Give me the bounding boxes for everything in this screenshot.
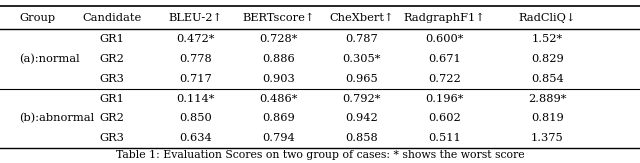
Text: (b):abnormal: (b):abnormal bbox=[19, 113, 94, 123]
Text: RadCliQ↓: RadCliQ↓ bbox=[518, 13, 576, 22]
Text: 0.671: 0.671 bbox=[428, 54, 461, 64]
Text: 0.858: 0.858 bbox=[345, 133, 378, 143]
Text: 0.903: 0.903 bbox=[262, 74, 295, 84]
Text: 0.854: 0.854 bbox=[531, 74, 564, 84]
Text: 0.787: 0.787 bbox=[345, 34, 378, 44]
Text: 1.375: 1.375 bbox=[531, 133, 564, 143]
Text: 0.511: 0.511 bbox=[428, 133, 461, 143]
Text: 0.886: 0.886 bbox=[262, 54, 295, 64]
Text: GR2: GR2 bbox=[100, 54, 124, 64]
Text: GR1: GR1 bbox=[100, 34, 124, 44]
Text: GR3: GR3 bbox=[100, 133, 124, 143]
Text: Group: Group bbox=[19, 13, 55, 22]
Text: 0.850: 0.850 bbox=[179, 113, 212, 123]
Text: 0.728*: 0.728* bbox=[259, 34, 298, 44]
Text: GR3: GR3 bbox=[100, 74, 124, 84]
Text: 1.52*: 1.52* bbox=[532, 34, 563, 44]
Text: 0.794: 0.794 bbox=[262, 133, 295, 143]
Text: BERTscore↑: BERTscore↑ bbox=[242, 13, 315, 22]
Text: Candidate: Candidate bbox=[83, 13, 141, 22]
Text: 0.305*: 0.305* bbox=[342, 54, 381, 64]
Text: 0.114*: 0.114* bbox=[176, 94, 214, 104]
Text: 0.600*: 0.600* bbox=[426, 34, 464, 44]
Text: CheXbert↑: CheXbert↑ bbox=[330, 13, 394, 22]
Text: GR2: GR2 bbox=[100, 113, 124, 123]
Text: 0.602: 0.602 bbox=[428, 113, 461, 123]
Text: 0.634: 0.634 bbox=[179, 133, 212, 143]
Text: 0.472*: 0.472* bbox=[176, 34, 214, 44]
Text: 0.486*: 0.486* bbox=[259, 94, 298, 104]
Text: 0.869: 0.869 bbox=[262, 113, 295, 123]
Text: 0.829: 0.829 bbox=[531, 54, 564, 64]
Text: 0.196*: 0.196* bbox=[426, 94, 464, 104]
Text: (a):normal: (a):normal bbox=[19, 54, 80, 64]
Text: 0.819: 0.819 bbox=[531, 113, 564, 123]
Text: 0.778: 0.778 bbox=[179, 54, 212, 64]
Text: GR1: GR1 bbox=[100, 94, 124, 104]
Text: BLEU-2↑: BLEU-2↑ bbox=[168, 13, 222, 22]
Text: RadgraphF1↑: RadgraphF1↑ bbox=[404, 12, 486, 23]
Text: 0.792*: 0.792* bbox=[342, 94, 381, 104]
Text: Table 1: Evaluation Scores on two group of cases: * shows the worst score: Table 1: Evaluation Scores on two group … bbox=[116, 150, 524, 160]
Text: 0.942: 0.942 bbox=[345, 113, 378, 123]
Text: 0.722: 0.722 bbox=[428, 74, 461, 84]
Text: 0.717: 0.717 bbox=[179, 74, 212, 84]
Text: 0.965: 0.965 bbox=[345, 74, 378, 84]
Text: 2.889*: 2.889* bbox=[528, 94, 566, 104]
